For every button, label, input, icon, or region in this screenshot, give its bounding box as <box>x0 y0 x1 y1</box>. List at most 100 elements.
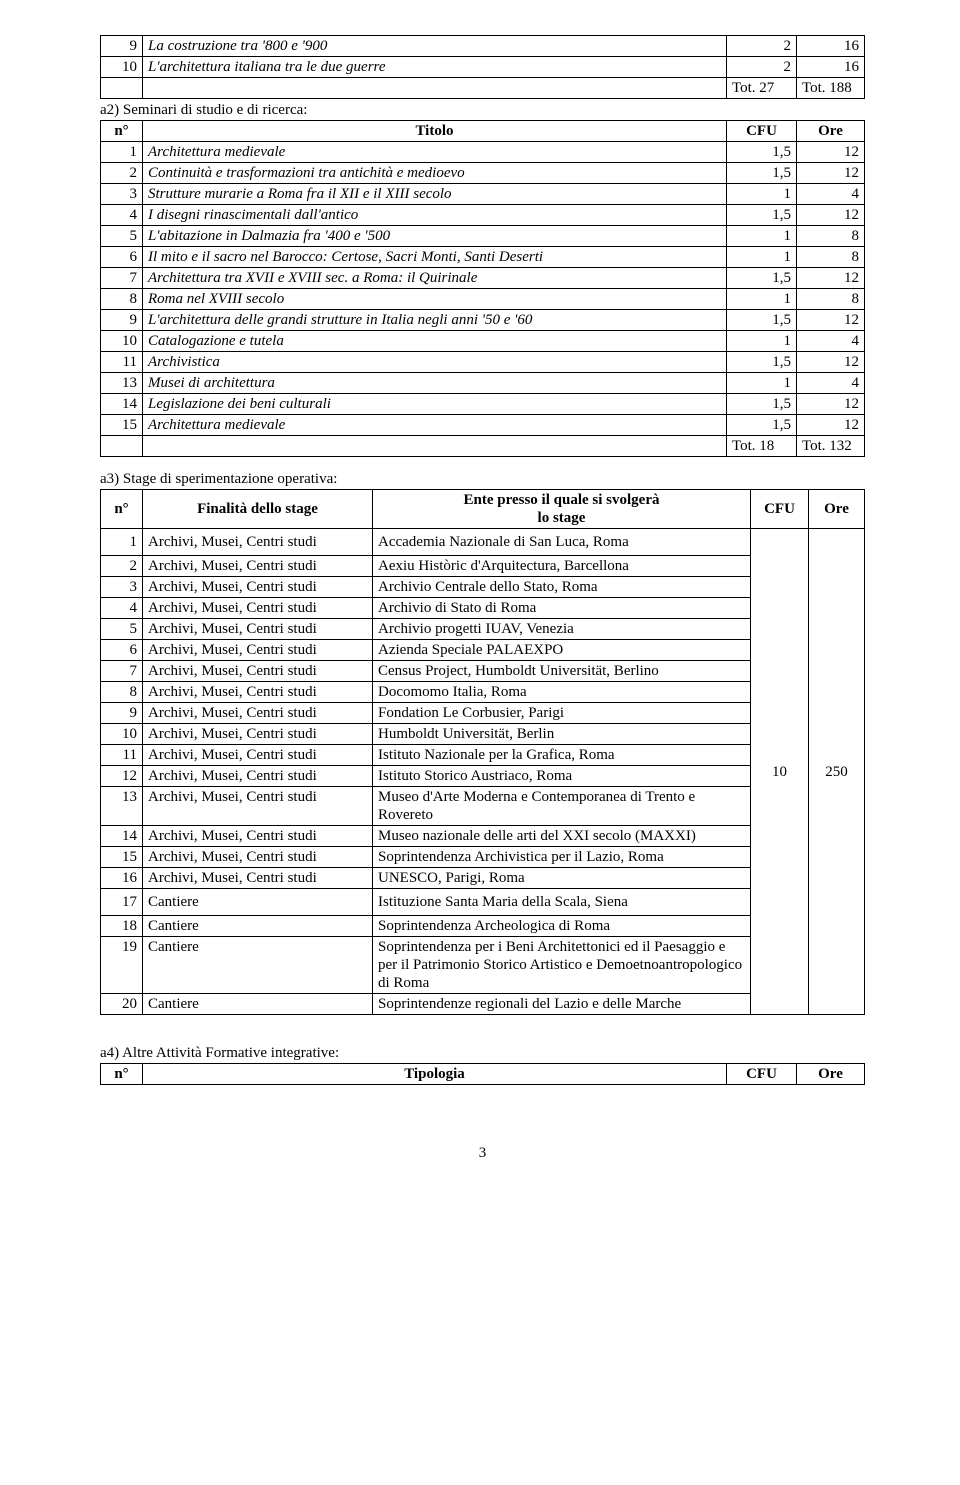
cell-cfu: 1,5 <box>727 394 797 415</box>
table-row: 13Archivi, Musei, Centri studiMuseo d'Ar… <box>101 787 865 826</box>
table-row: 6Archivi, Musei, Centri studiAzienda Spe… <box>101 640 865 661</box>
hdr-ente: Ente presso il quale si svolgerà lo stag… <box>373 490 751 529</box>
cell-fin: Archivi, Musei, Centri studi <box>143 766 373 787</box>
cell-n: 15 <box>101 847 143 868</box>
cell-n: 10 <box>101 331 143 352</box>
table-row: 8Archivi, Musei, Centri studiDocomomo It… <box>101 682 865 703</box>
cell-blank <box>101 78 143 99</box>
cell-ore: 12 <box>797 394 865 415</box>
hdr-n: n° <box>101 1064 143 1085</box>
cell-title: Architettura medievale <box>143 415 727 436</box>
hdr-ore: Ore <box>797 121 865 142</box>
table-row: 10 L'architettura italiana tra le due gu… <box>101 57 865 78</box>
cell-ente: Accademia Nazionale di San Luca, Roma <box>373 529 751 556</box>
cell-title: Continuità e trasformazioni tra antichit… <box>143 163 727 184</box>
cell-ore: 12 <box>797 415 865 436</box>
cell-ente: UNESCO, Parigi, Roma <box>373 868 751 889</box>
cell-n: 6 <box>101 640 143 661</box>
cell-n: 13 <box>101 787 143 826</box>
table-row: 4I disegni rinascimentali dall'antico1,5… <box>101 205 865 226</box>
cell-title: Roma nel XVIII secolo <box>143 289 727 310</box>
cell-title: I disegni rinascimentali dall'antico <box>143 205 727 226</box>
cell-cfu: 2 <box>727 36 797 57</box>
cell-title: Architettura tra XVII e XVIII sec. a Rom… <box>143 268 727 289</box>
cell-n: 5 <box>101 619 143 640</box>
cell-n: 14 <box>101 826 143 847</box>
table-row: 15Architettura medievale1,512 <box>101 415 865 436</box>
table-row: 9L'architettura delle grandi strutture i… <box>101 310 865 331</box>
section-a3-label: a3) Stage di sperimentazione operativa: <box>100 471 865 488</box>
cell-cfu-merged: 10 <box>751 529 809 1015</box>
cell-cfu: 1,5 <box>727 310 797 331</box>
table-row: 10Catalogazione e tutela14 <box>101 331 865 352</box>
table-row: 2Continuità e trasformazioni tra antichi… <box>101 163 865 184</box>
table-row: 2Archivi, Musei, Centri studiAexiu Histò… <box>101 556 865 577</box>
hdr-cfu: CFU <box>727 1064 797 1085</box>
cell-fin: Archivi, Musei, Centri studi <box>143 640 373 661</box>
table-row: 7Archivi, Musei, Centri studiCensus Proj… <box>101 661 865 682</box>
cell-ente: Museo d'Arte Moderna e Contemporanea di … <box>373 787 751 826</box>
cell-ore: 12 <box>797 352 865 373</box>
cell-fin: Archivi, Musei, Centri studi <box>143 577 373 598</box>
cell-ente: Azienda Speciale PALAEXPO <box>373 640 751 661</box>
table-row: 14Legislazione dei beni culturali1,512 <box>101 394 865 415</box>
cell-fin: Archivi, Musei, Centri studi <box>143 556 373 577</box>
cell-n: 6 <box>101 247 143 268</box>
cell-tot-cfu: Tot. 27 <box>727 78 797 99</box>
table-header-row: n° Finalità dello stage Ente presso il q… <box>101 490 865 529</box>
cell-title: Strutture murarie a Roma fra il XII e il… <box>143 184 727 205</box>
table-row: 11Archivistica1,512 <box>101 352 865 373</box>
cell-ente: Census Project, Humboldt Universität, Be… <box>373 661 751 682</box>
cell-ente: Soprintendenza Archeologica di Roma <box>373 916 751 937</box>
cell-n: 2 <box>101 556 143 577</box>
cell-cfu: 1,5 <box>727 415 797 436</box>
cell-ore: 4 <box>797 331 865 352</box>
cell-cfu: 1,5 <box>727 142 797 163</box>
cell-ore: 8 <box>797 226 865 247</box>
cell-n: 3 <box>101 184 143 205</box>
cell-ore: 16 <box>797 57 865 78</box>
cell-cfu: 1 <box>727 226 797 247</box>
cell-cfu: 1 <box>727 289 797 310</box>
cell-ore: 8 <box>797 247 865 268</box>
cell-n: 9 <box>101 36 143 57</box>
cell-n: 4 <box>101 205 143 226</box>
cell-ore: 12 <box>797 310 865 331</box>
table-row: 16Archivi, Musei, Centri studiUNESCO, Pa… <box>101 868 865 889</box>
table-row: 19CantiereSoprintendenza per i Beni Arch… <box>101 937 865 994</box>
table-continue: 9 La costruzione tra '800 e '900 2 16 10… <box>100 35 865 99</box>
cell-tot-cfu: Tot. 18 <box>727 436 797 457</box>
cell-fin: Archivi, Musei, Centri studi <box>143 619 373 640</box>
cell-ente: Soprintendenza per i Beni Architettonici… <box>373 937 751 994</box>
cell-title: Catalogazione e tutela <box>143 331 727 352</box>
cell-ente: Istituto Storico Austriaco, Roma <box>373 766 751 787</box>
cell-title: Architettura medievale <box>143 142 727 163</box>
cell-n: 11 <box>101 745 143 766</box>
cell-n: 8 <box>101 682 143 703</box>
hdr-n: n° <box>101 121 143 142</box>
table-row: 12Archivi, Musei, Centri studiIstituto S… <box>101 766 865 787</box>
hdr-ore: Ore <box>797 1064 865 1085</box>
cell-ore: 12 <box>797 163 865 184</box>
cell-title: L'abitazione in Dalmazia fra '400 e '500 <box>143 226 727 247</box>
cell-ore: 16 <box>797 36 865 57</box>
page-number: 3 <box>100 1145 865 1162</box>
table-row: 4Archivi, Musei, Centri studiArchivio di… <box>101 598 865 619</box>
cell-n: 7 <box>101 268 143 289</box>
cell-cfu: 1,5 <box>727 352 797 373</box>
cell-ente: Soprintendenze regionali del Lazio e del… <box>373 994 751 1015</box>
cell-cfu: 1 <box>727 331 797 352</box>
cell-fin: Archivi, Musei, Centri studi <box>143 661 373 682</box>
table-row: 9 La costruzione tra '800 e '900 2 16 <box>101 36 865 57</box>
hdr-cfu: CFU <box>727 121 797 142</box>
cell-cfu: 1,5 <box>727 268 797 289</box>
table-row-total: Tot. 18 Tot. 132 <box>101 436 865 457</box>
cell-ore: 12 <box>797 205 865 226</box>
cell-ente: Istituto Nazionale per la Grafica, Roma <box>373 745 751 766</box>
cell-n: 9 <box>101 310 143 331</box>
table-header-row: n° Tipologia CFU Ore <box>101 1064 865 1085</box>
cell-n: 11 <box>101 352 143 373</box>
hdr-fin: Finalità dello stage <box>143 490 373 529</box>
cell-n: 12 <box>101 766 143 787</box>
cell-n: 2 <box>101 163 143 184</box>
